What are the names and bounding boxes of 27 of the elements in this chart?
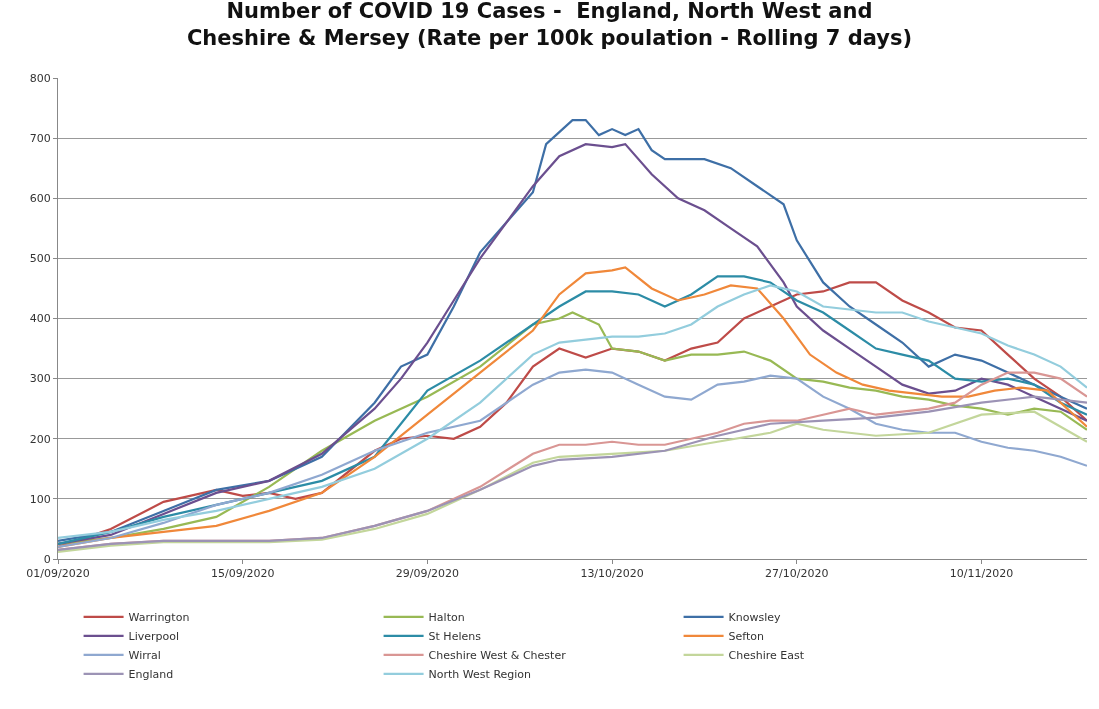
y-tick-label: 0 — [43, 552, 51, 566]
y-tick-label: 100 — [29, 492, 51, 506]
y-tick-label: 600 — [29, 192, 51, 206]
y-tick-label: 500 — [29, 252, 51, 266]
legend-label: Knowsley — [728, 611, 782, 625]
y-tick-label: 700 — [29, 131, 51, 145]
legend-label: Halton — [428, 611, 465, 625]
x-tick-label: 29/09/2020 — [395, 567, 460, 581]
legend-label: Cheshire East — [728, 649, 805, 663]
chart-title: Number of COVID 19 Cases - England, North West and Cheshire & Mersey (Rate per 100k poulation - Rolling 7 days) — [186, 0, 913, 51]
y-tick-label: 300 — [29, 372, 51, 386]
legend-label: North West Region — [428, 668, 532, 682]
legend-label: Sefton — [728, 630, 765, 644]
legend-label: Liverpool — [128, 630, 180, 644]
y-tick-label: 800 — [29, 71, 51, 85]
x-tick-label: 27/10/2020 — [765, 567, 829, 581]
legend-label: Warrington — [128, 611, 190, 625]
x-tick-label: 01/09/2020 — [26, 567, 90, 581]
x-tick-label: 13/10/2020 — [580, 567, 644, 581]
y-tick-label: 200 — [29, 432, 51, 446]
x-tick-label: 15/09/2020 — [210, 567, 275, 581]
legend-label: St Helens — [428, 630, 482, 644]
y-tick-label: 400 — [29, 312, 51, 326]
legend-label: Cheshire West & Chester — [428, 649, 567, 663]
legend-label: Wirral — [128, 649, 161, 663]
legend-label: England — [128, 668, 174, 682]
x-tick-label: 10/11/2020 — [949, 567, 1014, 581]
